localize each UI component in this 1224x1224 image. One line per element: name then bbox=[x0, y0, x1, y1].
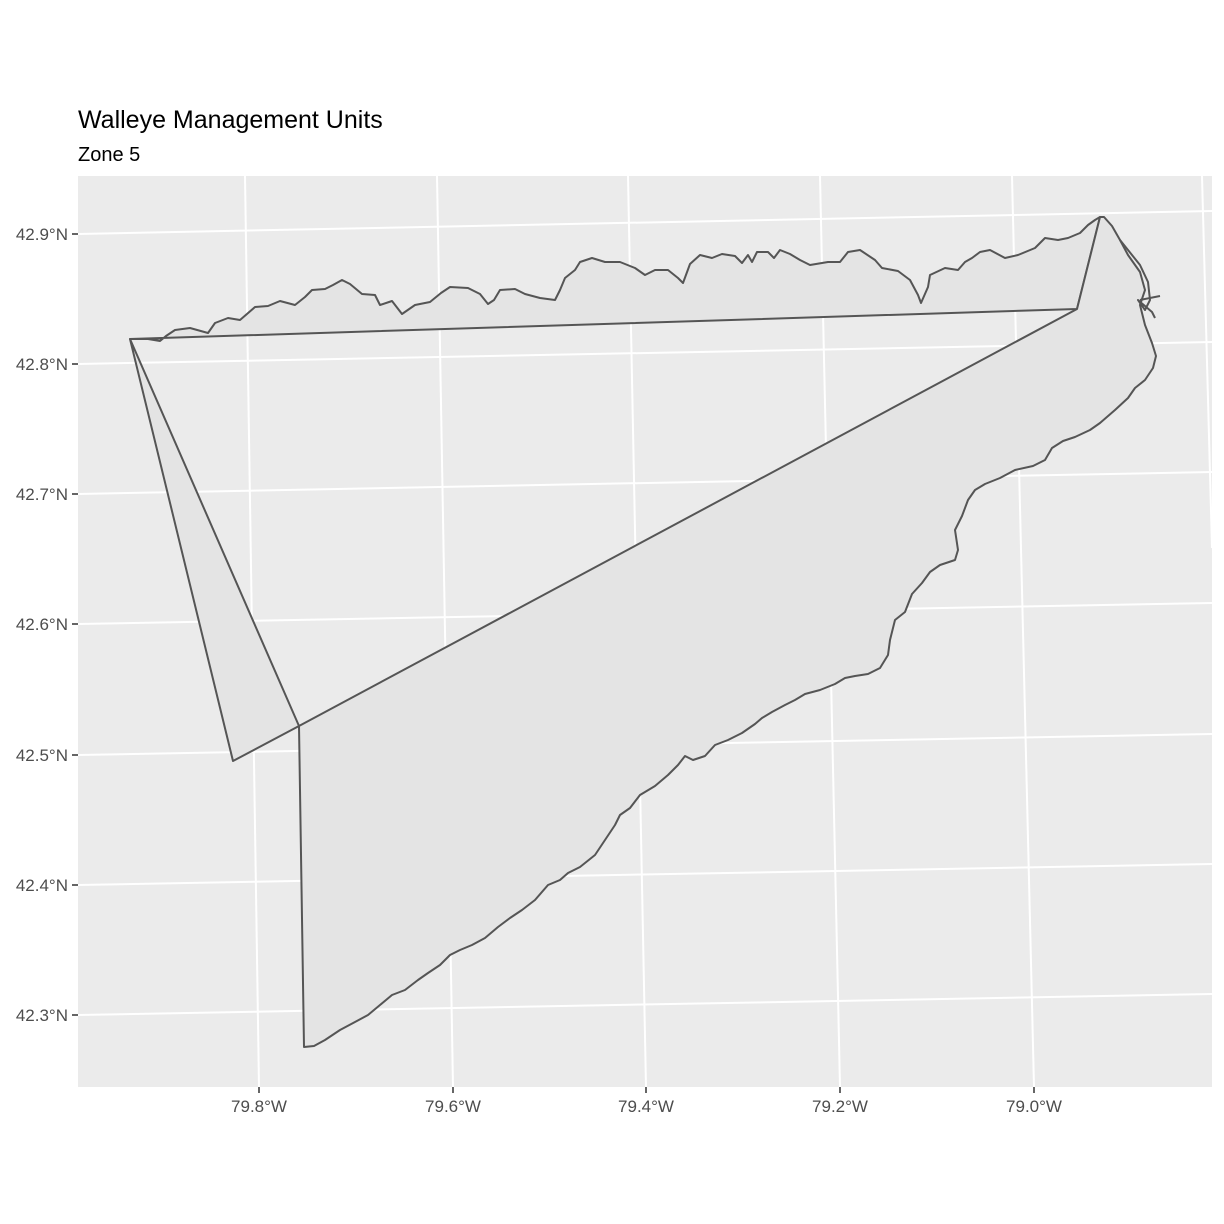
zone-5-polygons bbox=[129, 216, 1161, 1048]
gridline-lon-79.0 bbox=[1011, 175, 1035, 1088]
y-tick-label: 42.3°N bbox=[16, 1006, 68, 1025]
x-tick-label: 79.2°W bbox=[812, 1097, 868, 1116]
x-axis: 79.8°W 79.6°W 79.4°W 79.2°W 79.0°W bbox=[231, 1087, 1062, 1116]
y-tick-label: 42.6°N bbox=[16, 615, 68, 634]
x-tick-label: 79.0°W bbox=[1006, 1097, 1062, 1116]
zone-polygon-south bbox=[298, 216, 1157, 1048]
y-tick-label: 42.8°N bbox=[16, 355, 68, 374]
zone-detail-east bbox=[1119, 239, 1161, 319]
gridline-lat-42.9 bbox=[77, 210, 1213, 235]
x-tick-label: 79.4°W bbox=[618, 1097, 674, 1116]
y-tick-label: 42.4°N bbox=[16, 876, 68, 895]
y-tick-label: 42.9°N bbox=[16, 225, 68, 244]
zone-polygon-west bbox=[129, 338, 300, 762]
zone-polygon-north bbox=[129, 216, 1101, 342]
x-tick-label: 79.8°W bbox=[231, 1097, 287, 1116]
map-subtitle: Zone 5 bbox=[78, 144, 140, 166]
gridline-lat-42.7 bbox=[77, 471, 1213, 495]
y-axis: 42.9°N 42.8°N 42.7°N 42.6°N 42.5°N 42.4°… bbox=[16, 225, 78, 1025]
map-title: Walleye Management Units bbox=[78, 106, 383, 134]
y-tick-label: 42.7°N bbox=[16, 485, 68, 504]
gridline-lon-78.8 bbox=[1201, 175, 1213, 549]
gridline-lat-42.4 bbox=[77, 863, 1213, 886]
y-tick-label: 42.5°N bbox=[16, 746, 68, 765]
x-tick-label: 79.6°W bbox=[425, 1097, 481, 1116]
